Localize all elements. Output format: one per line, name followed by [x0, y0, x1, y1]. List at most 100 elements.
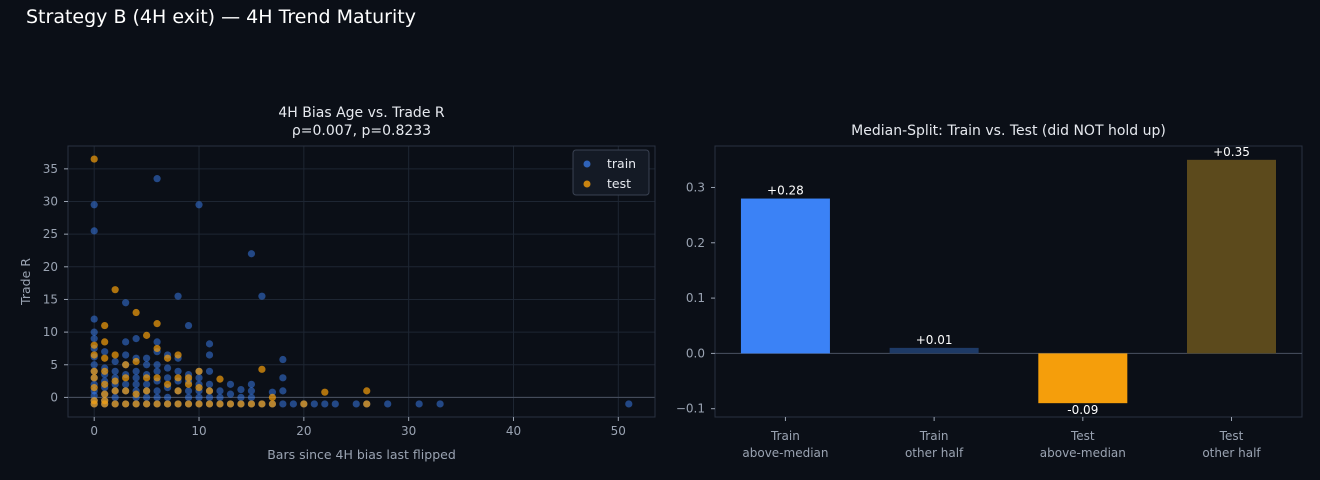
train-point	[122, 380, 130, 388]
test-point	[143, 400, 151, 408]
y-tick-label: −0.1	[676, 402, 705, 416]
test-point	[132, 357, 140, 366]
y-tick-label: 10	[43, 325, 58, 339]
train-point	[132, 374, 140, 382]
test-point	[101, 321, 109, 330]
test-point	[258, 400, 266, 408]
test-point	[195, 384, 203, 392]
scatter-grid	[67, 145, 656, 418]
test-point	[122, 400, 130, 408]
test-point	[143, 331, 151, 339]
y-tick-label: 0.3	[686, 180, 705, 194]
train-point	[111, 357, 119, 366]
test-point	[132, 308, 140, 317]
train-point	[90, 201, 98, 209]
test-point	[184, 400, 193, 408]
x-tick-label: other half	[905, 446, 964, 460]
scatter-legend: train test	[572, 149, 650, 196]
test-point	[90, 384, 98, 392]
legend-train-label: train	[607, 156, 636, 171]
train-point	[205, 367, 214, 375]
train-point	[122, 338, 130, 346]
test-point	[205, 387, 214, 395]
x-tick-label: 20	[296, 424, 311, 438]
test-point	[143, 374, 151, 382]
legend-train-marker	[583, 160, 591, 168]
plot-frame	[67, 145, 656, 418]
y-tick-label: 0	[50, 390, 58, 404]
test-point	[195, 400, 203, 408]
test-point	[111, 387, 119, 395]
train-point	[289, 400, 297, 408]
train-point	[132, 380, 140, 388]
scatter-subtitle: ρ=0.007, p=0.8233	[292, 123, 431, 139]
train-point	[143, 393, 151, 402]
test-point	[111, 377, 119, 385]
test-point	[216, 375, 224, 383]
x-tick-label: Test	[1219, 429, 1244, 443]
train-point	[237, 393, 245, 402]
train-point	[184, 387, 193, 395]
y-tick-label: 0.2	[686, 236, 705, 250]
test-point	[216, 400, 224, 408]
test-point	[163, 380, 172, 388]
test-point	[90, 400, 98, 408]
test-point	[268, 393, 277, 402]
train-point	[153, 387, 161, 395]
test-point	[153, 344, 161, 353]
train-point	[132, 367, 140, 375]
test-point	[174, 374, 182, 382]
test-point	[321, 388, 329, 396]
test-point	[101, 354, 109, 362]
test-point	[226, 400, 235, 408]
scatter-y-axis-label: Trade R	[18, 258, 33, 306]
train-point	[226, 380, 235, 388]
bar-chart-bars: +0.28 Train above-median +0.01 Train other ha…	[740, 145, 1277, 460]
bar-chart: Median-Split: Train vs. Test (did NOT ho…	[676, 123, 1303, 460]
train-point	[247, 250, 256, 258]
test-point	[268, 400, 277, 408]
y-tick-label: 5	[50, 358, 58, 372]
test-point	[153, 374, 161, 382]
bar	[889, 347, 979, 354]
train-point	[111, 367, 119, 375]
test-point	[174, 387, 182, 395]
y-tick-label: 20	[43, 260, 58, 274]
train-point	[143, 361, 151, 369]
train-point	[111, 393, 119, 402]
test-point	[363, 400, 371, 408]
test-point	[101, 380, 109, 388]
bar-value-label: +0.01	[916, 333, 953, 347]
train-point	[195, 393, 203, 402]
train-point	[415, 400, 423, 408]
train-point	[143, 354, 151, 362]
train-point	[184, 321, 193, 330]
x-tick-label: other half	[1202, 446, 1261, 460]
y-tick-label: 35	[43, 162, 58, 176]
test-point	[101, 400, 109, 408]
test-point	[163, 354, 172, 362]
bar-value-label: -0.09	[1067, 403, 1098, 417]
train-point	[153, 361, 161, 369]
train-point	[163, 393, 172, 402]
train-point	[90, 328, 98, 336]
train-point	[205, 351, 214, 359]
x-tick-label: Train	[919, 429, 949, 443]
test-point	[122, 361, 130, 369]
train-point	[90, 391, 98, 400]
y-tick-label: 30	[43, 195, 58, 209]
bar-value-label: +0.28	[767, 184, 804, 198]
test-point	[247, 400, 256, 408]
test-point	[184, 374, 193, 382]
test-point	[195, 367, 203, 375]
scatter-ticks: 0 10 20 30 40 50 0 5 10 15 20 25 30 35	[43, 162, 626, 438]
train-point	[163, 364, 172, 372]
test-point	[174, 351, 182, 359]
train-point	[279, 355, 287, 364]
test-point	[101, 338, 109, 346]
test-point	[122, 374, 130, 382]
train-point	[132, 335, 140, 343]
test-point	[153, 320, 161, 328]
train-point	[153, 393, 161, 402]
train-point	[205, 380, 214, 388]
